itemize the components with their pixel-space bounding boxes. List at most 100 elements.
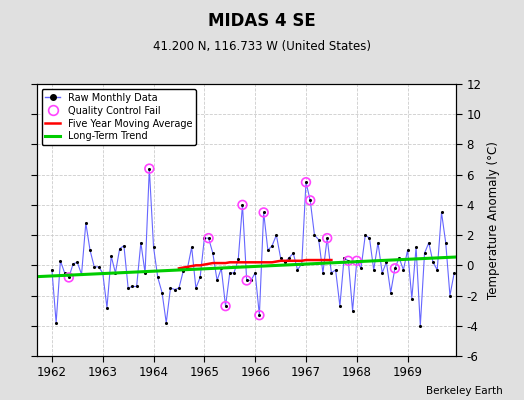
Point [230,270,238,276]
Point [298,261,306,267]
Point [336,303,344,309]
Text: Berkeley Earth: Berkeley Earth [427,386,503,396]
Point [416,322,424,329]
Point [213,277,221,284]
Point [403,247,412,254]
Point [162,320,170,326]
Legend: Raw Monthly Data, Quality Control Fail, Five Year Moving Average, Long-Term Tren: Raw Monthly Data, Quality Control Fail, … [41,89,196,145]
Text: 41.200 N, 116.733 W (United States): 41.200 N, 116.733 W (United States) [153,40,371,53]
Point [302,179,310,186]
Point [128,283,137,290]
Point [64,274,73,281]
Point [204,235,213,241]
Point [310,232,319,238]
Point [264,247,272,254]
Point [399,267,408,273]
Point [175,285,183,291]
Point [48,267,56,273]
Point [365,235,374,241]
Point [340,254,348,261]
Point [103,304,111,311]
Point [243,277,251,284]
Y-axis label: Temperature Anomaly (°C): Temperature Anomaly (°C) [487,141,500,299]
Point [141,270,149,276]
Point [344,258,353,264]
Point [145,166,154,172]
Point [94,264,103,270]
Point [268,242,276,249]
Point [314,236,323,243]
Point [149,244,158,250]
Point [158,289,166,296]
Point [353,258,361,264]
Point [82,220,90,226]
Point [424,240,433,246]
Point [238,202,247,208]
Point [243,277,251,284]
Point [276,254,285,261]
Point [391,265,399,272]
Point [145,166,154,172]
Point [323,235,331,241]
Point [446,292,454,299]
Point [331,267,340,273]
Point [200,235,209,241]
Point [302,179,310,186]
Point [221,303,230,309]
Point [137,240,145,246]
Point [69,261,78,267]
Point [259,209,268,216]
Point [234,256,243,262]
Text: MIDAS 4 SE: MIDAS 4 SE [208,12,316,30]
Point [438,209,446,216]
Point [111,270,119,276]
Point [433,267,441,273]
Point [281,259,289,266]
Point [196,274,204,281]
Point [78,271,86,278]
Point [344,258,353,264]
Point [52,320,60,326]
Point [217,265,225,272]
Point [442,240,450,246]
Point [225,270,234,276]
Point [361,232,369,238]
Point [221,303,230,309]
Point [73,259,82,266]
Point [255,312,264,318]
Point [378,270,386,276]
Point [374,240,382,246]
Point [327,270,335,276]
Point [306,197,314,204]
Point [64,274,73,281]
Point [90,264,99,270]
Point [412,244,420,250]
Point [357,265,365,272]
Point [238,202,247,208]
Point [133,283,141,290]
Point [60,270,69,276]
Point [166,285,174,291]
Point [420,250,429,256]
Point [99,270,107,276]
Point [382,259,390,266]
Point [170,286,179,293]
Point [183,265,192,272]
Point [429,259,437,266]
Point [119,242,128,249]
Point [107,253,115,260]
Point [395,254,403,261]
Point [56,258,64,264]
Point [192,285,200,291]
Point [369,267,378,273]
Point [391,265,399,272]
Point [204,235,213,241]
Point [285,254,293,261]
Point [353,258,361,264]
Point [319,270,327,276]
Point [188,244,196,250]
Point [179,268,188,274]
Point [209,250,217,256]
Point [247,277,255,284]
Point [259,209,268,216]
